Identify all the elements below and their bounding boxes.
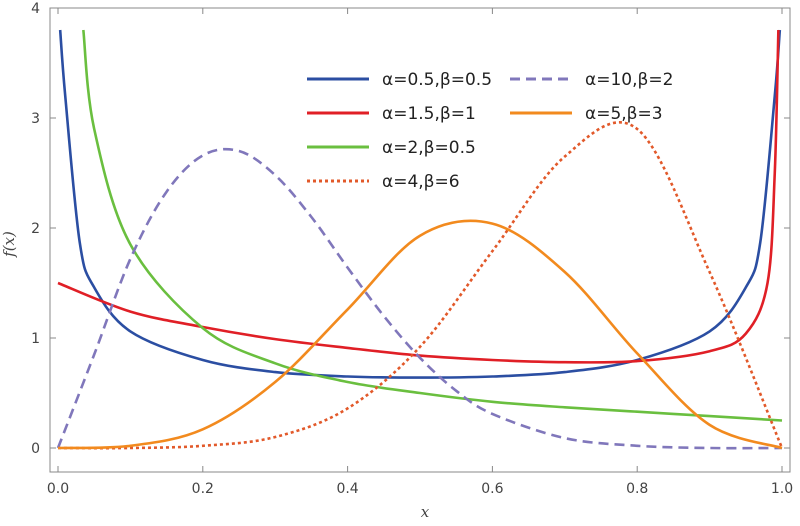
series-line-2 <box>57 29 780 364</box>
y-tick-label: 1 <box>31 331 40 347</box>
series-line-3 <box>82 29 783 422</box>
legend-label-3: α=2,β=0.5 <box>382 138 476 158</box>
legend: α=0.5,β=0.5 α=1.5,β=1 α=2,β=0.5 α=4,β=6 α=10… <box>307 70 673 192</box>
legend-label-2: α=1.5,β=1 <box>382 104 476 124</box>
y-tick-label: 4 <box>31 1 40 17</box>
x-tick-label: 0.8 <box>626 481 648 497</box>
x-tick-label: 0.6 <box>481 481 503 497</box>
y-tick-label: 2 <box>31 221 40 237</box>
series-line-1 <box>58 29 782 379</box>
legend-label-4: α=4,β=6 <box>382 172 460 192</box>
legend-label-5: α=10,β=2 <box>585 70 673 90</box>
legend-label-6: α=5,β=3 <box>585 104 663 124</box>
series-group <box>56 29 784 450</box>
legend-label-1: α=0.5,β=0.5 <box>382 70 492 90</box>
series-line-6 <box>57 219 783 450</box>
x-tick-label: 1.0 <box>771 481 793 497</box>
x-tick-label: 0.0 <box>47 481 69 497</box>
series-line-4 <box>57 121 784 450</box>
y-axis-label: f(x) <box>0 231 18 258</box>
y-tick-label: 0 <box>31 441 40 457</box>
plot-frame <box>49 7 791 473</box>
series-line-5 <box>56 147 783 450</box>
x-tick-label: 0.2 <box>192 481 214 497</box>
x-tick-label: 0.4 <box>336 481 358 497</box>
x-axis: 0.0 0.2 0.4 0.6 0.8 1.0 <box>47 8 793 497</box>
x-axis-label: x <box>421 503 430 521</box>
y-axis: 0 1 2 3 4 <box>31 1 790 457</box>
y-tick-label: 3 <box>31 111 40 127</box>
